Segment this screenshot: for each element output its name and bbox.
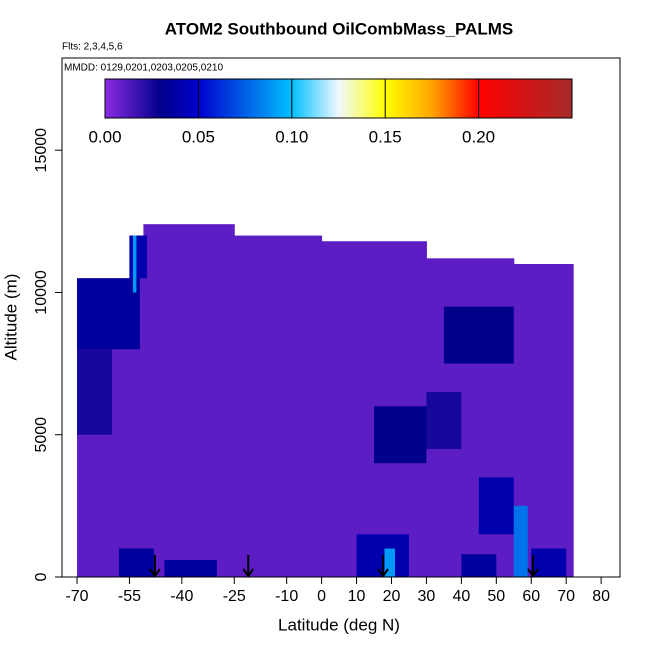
heat-patch	[164, 559, 217, 577]
flight-arrowhead	[527, 568, 539, 578]
heat-patch	[478, 477, 514, 535]
colorbar-tick-label: 0.00	[88, 127, 121, 146]
x-axis-label: Latitude (deg N)	[278, 615, 400, 634]
x-tick-label: -25	[223, 588, 246, 605]
x-tick-label: 50	[487, 588, 505, 605]
chart-title: ATOM2 Southbound OilCombMass_PALMS	[165, 19, 514, 38]
y-tick-label: 0	[33, 572, 50, 581]
x-tick-label: 70	[557, 588, 575, 605]
colorbar-tick-label: 0.05	[182, 127, 215, 146]
x-tick-label: 40	[452, 588, 470, 605]
heat-patch	[513, 505, 528, 577]
y-tick-label: 15000	[33, 128, 50, 173]
annotation: MMDD: 0129,0201,0203,0205,0210	[64, 63, 223, 74]
colorbar-tick-label: 0.15	[369, 127, 402, 146]
heat-patch	[461, 554, 497, 577]
curtain-column	[234, 235, 323, 578]
x-tick-label: 20	[383, 588, 401, 605]
heat-patch	[443, 306, 514, 364]
x-tick-label: -70	[65, 588, 88, 605]
heat-patch	[129, 235, 147, 279]
flight-arrowhead	[377, 568, 389, 578]
heat-patch	[77, 349, 112, 435]
x-tick-label: 80	[592, 588, 610, 605]
heat-patch	[384, 548, 395, 577]
y-tick-label: 10000	[33, 270, 50, 315]
x-tick-label: 30	[418, 588, 436, 605]
curtain-column	[143, 224, 235, 577]
flight-arrowhead	[242, 568, 255, 578]
subtitle: Flts: 2,3,4,5,6	[62, 42, 123, 53]
colorbar-tick-label: 0.10	[275, 127, 308, 146]
x-tick-label: -40	[170, 588, 193, 605]
colorbar	[104, 78, 573, 119]
x-tick-label: 60	[522, 588, 540, 605]
x-tick-label: 10	[348, 588, 366, 605]
x-tick-label: -55	[118, 588, 141, 605]
x-tick-label: -10	[275, 588, 298, 605]
heat-patch	[531, 548, 567, 577]
heat-patch	[118, 548, 154, 577]
y-axis-label: Altitude (m)	[1, 274, 20, 361]
colorbar-tick-label: 0.20	[462, 127, 495, 146]
heat-patch	[426, 392, 462, 449]
plot-frame	[61, 57, 621, 578]
y-tick-label: 5000	[33, 417, 50, 453]
x-tick-label: 0	[317, 588, 326, 605]
heat-patch	[132, 235, 137, 293]
heat-patch	[77, 278, 140, 350]
flight-arrowhead	[149, 568, 161, 578]
heat-patch	[374, 406, 427, 464]
